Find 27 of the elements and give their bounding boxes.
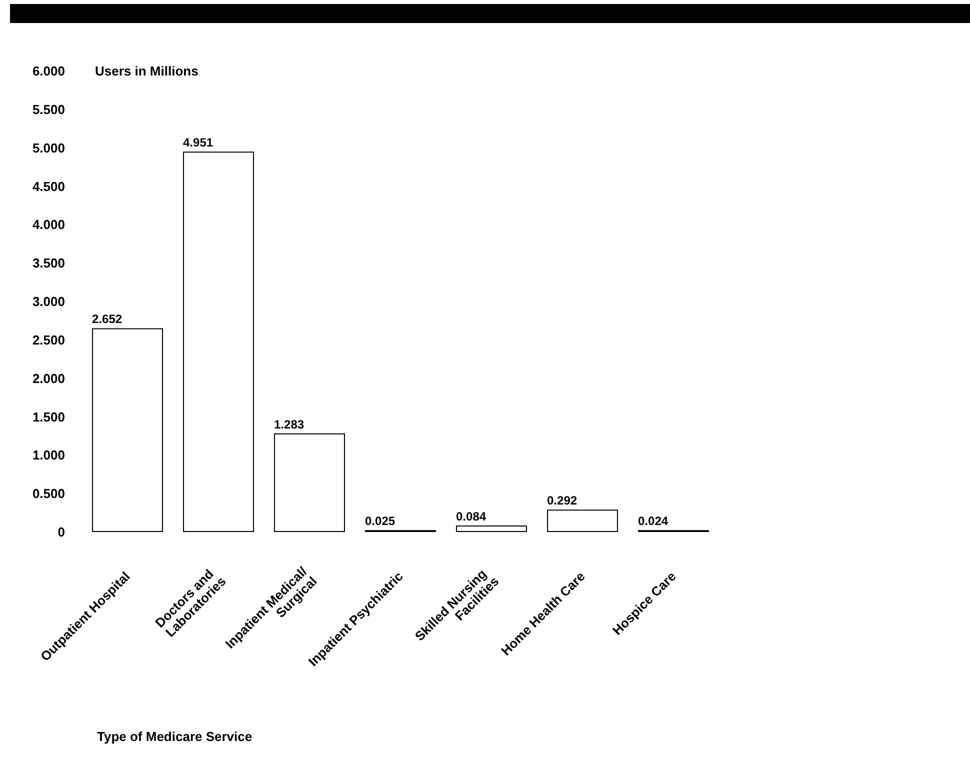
data-label: 2.652: [92, 312, 122, 326]
y-tick-label: 0: [58, 524, 65, 540]
x-axis-title: Type of Medicare Service: [97, 729, 252, 744]
y-tick-label: 5.000: [32, 140, 65, 156]
y-tick-label: 4.500: [32, 178, 65, 194]
bar: [547, 510, 618, 532]
y-tick-label: 1.000: [32, 448, 65, 463]
data-label: 0.292: [547, 494, 578, 508]
y-tick-label: 3.500: [32, 256, 65, 271]
y-tick-label: 2.000: [32, 370, 65, 386]
bar: [456, 526, 527, 532]
y-axis-title: Users in Millions: [95, 64, 198, 78]
y-tick-label: 1.500: [32, 409, 65, 424]
y-tick-label: 3.000: [32, 294, 65, 309]
data-label: 0.084: [456, 510, 486, 524]
bar: [274, 433, 345, 532]
bar: [183, 152, 254, 532]
data-label: 0.025: [365, 514, 396, 528]
y-tick-label: 2.500: [32, 332, 65, 348]
data-label: 1.283: [274, 417, 304, 432]
y-tick-label: 4.000: [32, 217, 65, 232]
data-label: 4.951: [183, 136, 214, 150]
data-label: 0.024: [638, 514, 668, 528]
y-tick-label: 0.500: [32, 486, 65, 502]
bar: [92, 328, 163, 532]
y-tick-label: 5.500: [32, 102, 65, 117]
y-tick-label: 6.000: [32, 64, 65, 78]
